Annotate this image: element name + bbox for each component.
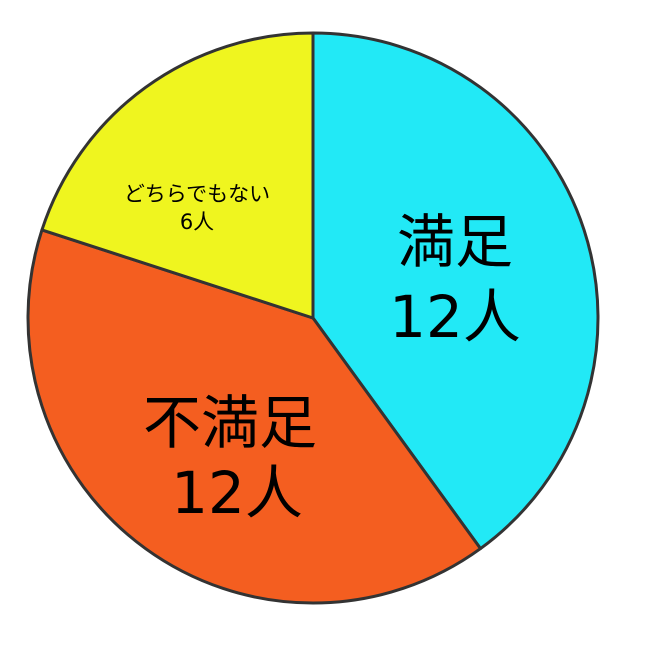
slice-label-dissatisfied: 不満足	[143, 389, 317, 457]
slice-value-satisfied: 12人	[389, 283, 521, 351]
slice-value-dissatisfied: 12人	[171, 459, 303, 527]
slice-dissatisfied	[26, 228, 483, 605]
slice-value-neutral: 6人	[180, 210, 214, 234]
slice-label-neutral: どちらでもない	[124, 182, 270, 206]
slice-label-satisfied: 満足	[397, 208, 513, 276]
slice-satisfied	[311, 31, 600, 551]
slice-neutral	[40, 31, 315, 320]
